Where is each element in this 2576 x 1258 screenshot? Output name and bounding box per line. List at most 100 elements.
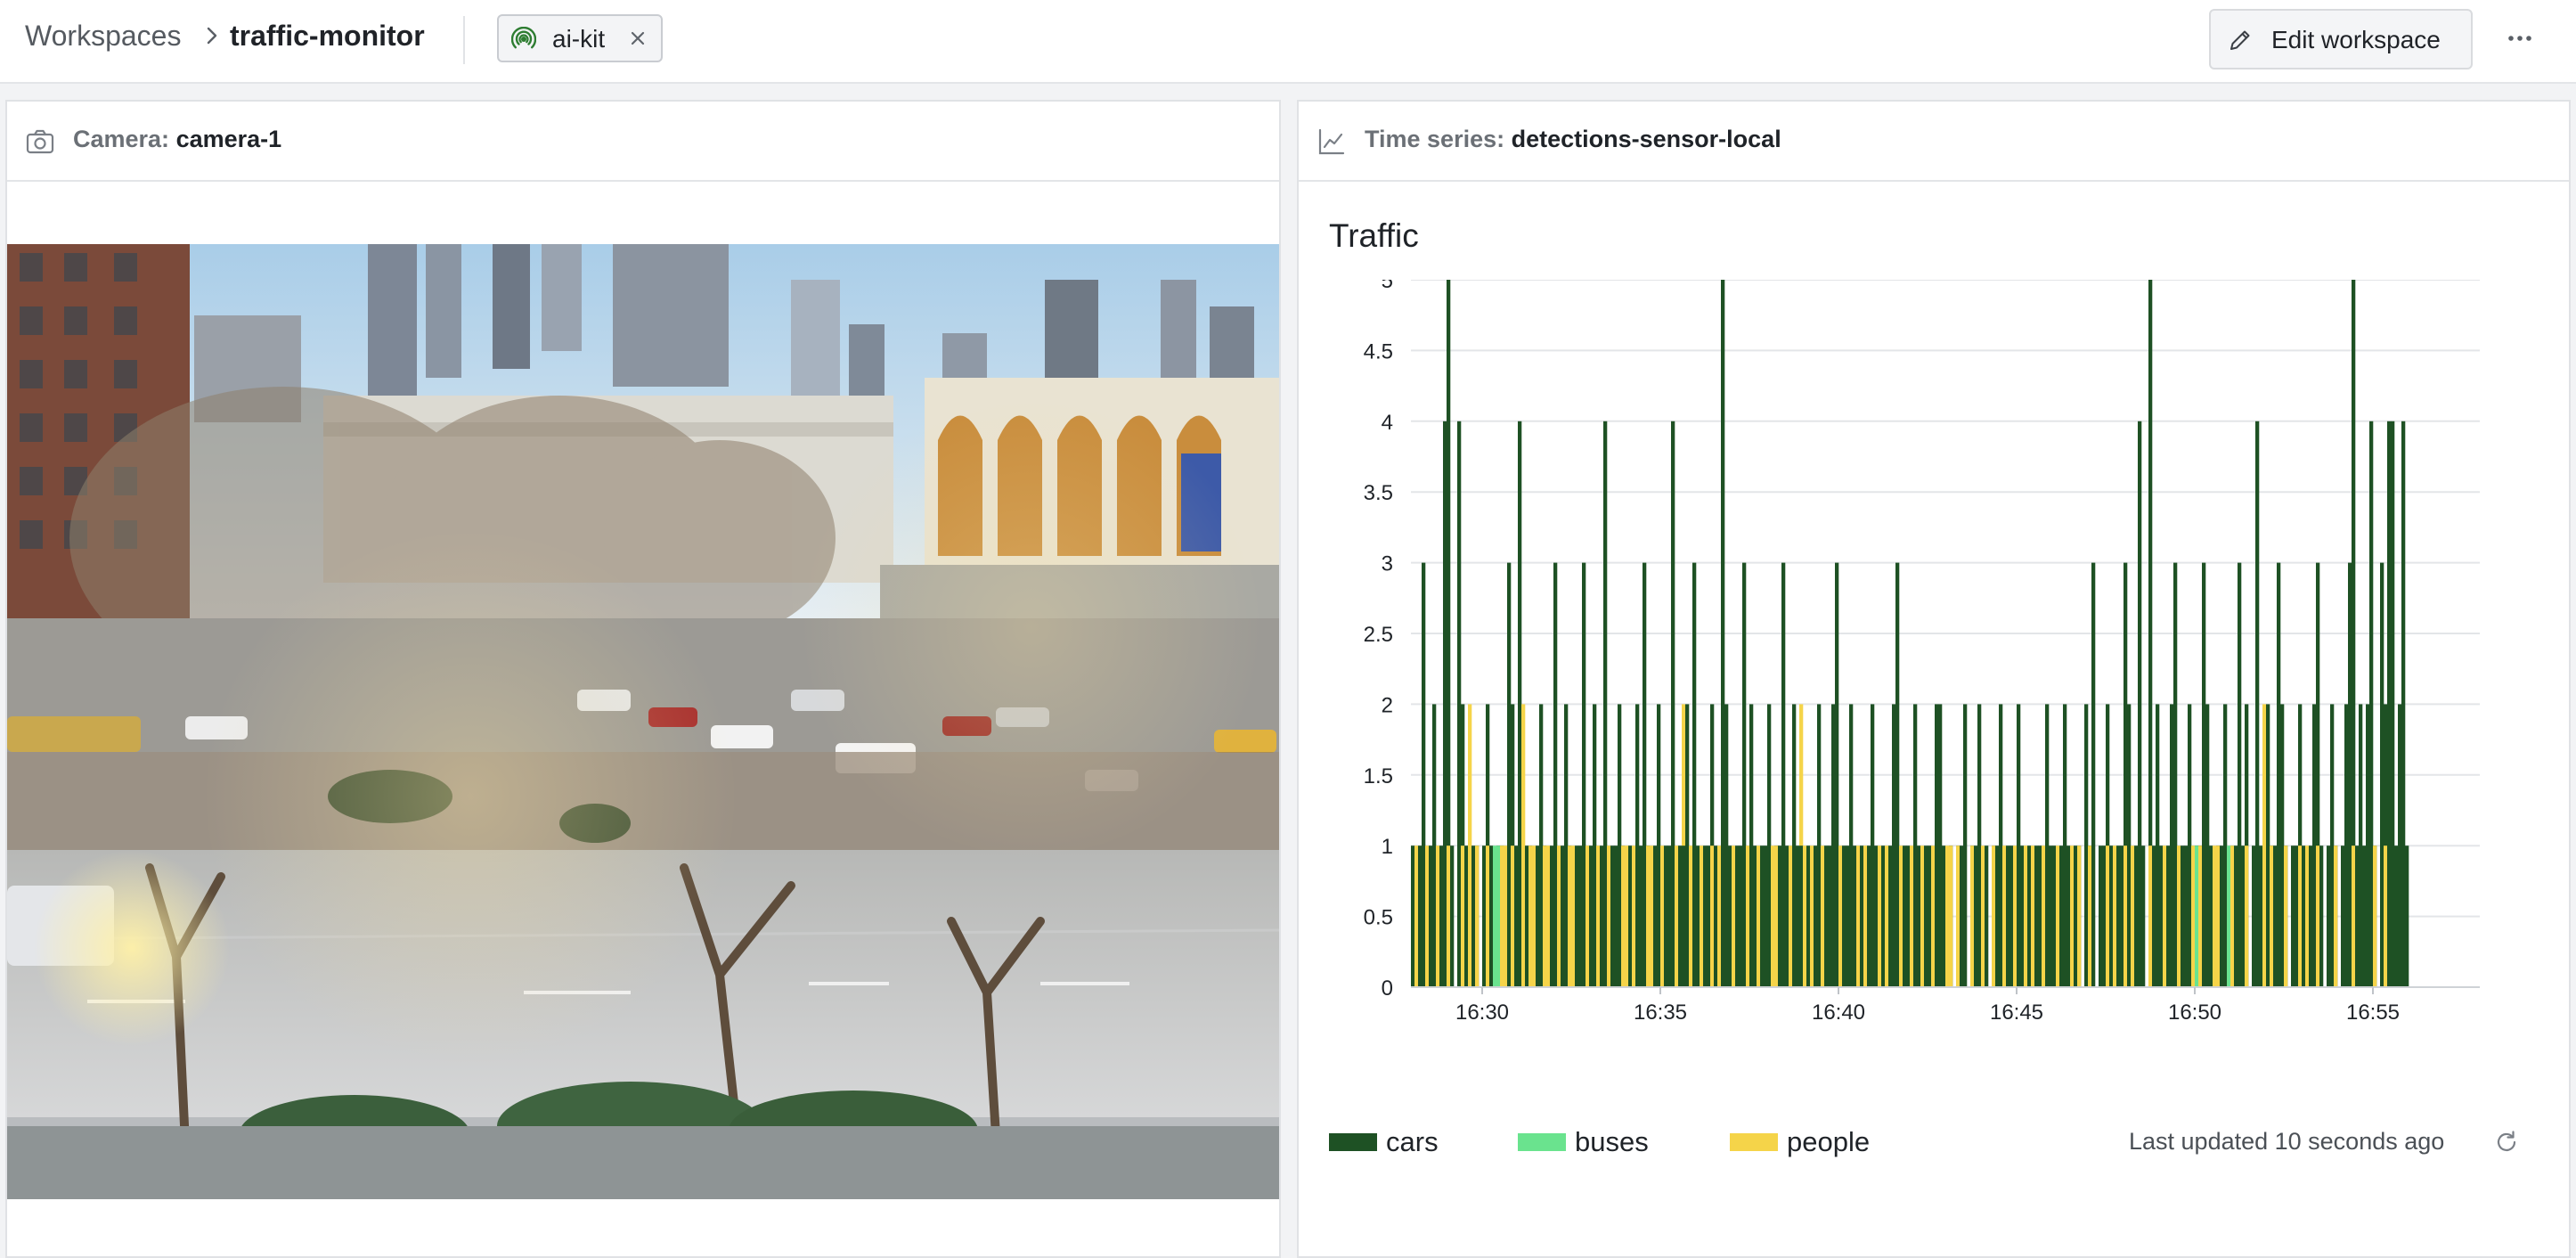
bar-cars (1928, 845, 1932, 987)
bar-people (1789, 845, 1793, 987)
bar-people (1650, 845, 1654, 987)
bar-cars (1974, 845, 1978, 987)
bar-cars (1685, 704, 1690, 987)
bar-cars (1824, 845, 1829, 987)
bar-cars (1610, 845, 1615, 987)
sensor-name: detections-sensor-local (1511, 126, 1781, 152)
bar-cars (2124, 562, 2128, 987)
edit-workspace-button[interactable]: Edit workspace (2209, 9, 2473, 69)
bar-cars (1657, 704, 1661, 987)
bar-people (1899, 845, 1903, 987)
bar-people (1710, 845, 1715, 987)
bar-people (2106, 845, 2110, 987)
bar-cars (1429, 845, 1433, 987)
bar-people (1475, 845, 1480, 987)
bar-cars (1831, 704, 1836, 987)
refresh-icon[interactable] (2492, 1128, 2521, 1156)
bar-cars (2266, 704, 2270, 987)
bar-people (2352, 845, 2356, 987)
camera-icon (26, 129, 54, 154)
bar-people (2113, 845, 2117, 987)
bar-cars (2234, 845, 2238, 987)
bar-people (1528, 845, 1533, 987)
bar-cars (1582, 562, 1586, 987)
machine-tag[interactable]: ai-kit (497, 14, 663, 62)
bar-cars (1853, 845, 1857, 987)
close-icon[interactable] (625, 26, 650, 51)
bar-cars (2259, 845, 2263, 987)
bar-people (1863, 845, 1868, 987)
bar-people (1625, 845, 1629, 987)
bar-buses (1493, 845, 1497, 987)
camera-panel-header: Camera: camera-1 (7, 102, 1279, 182)
bar-cars (1999, 704, 2003, 987)
bar-cars (1593, 704, 1597, 987)
y-tick-label: 2 (1382, 693, 1393, 717)
bar-people (1646, 845, 1651, 987)
camera-feed-image (7, 244, 1279, 1199)
bar-cars (1539, 704, 1544, 987)
bar-cars (2059, 845, 2064, 987)
bar-cars (2380, 562, 2384, 987)
bar-people (1532, 845, 1537, 987)
bar-cars (1767, 704, 1772, 987)
bar-people (1607, 845, 1611, 987)
bar-cars (1846, 845, 1850, 987)
y-tick-label: 4.5 (1364, 339, 1393, 364)
bar-people (2191, 845, 2196, 987)
bar-cars (1796, 845, 1800, 987)
legend-label-buses: buses (1575, 1126, 1649, 1157)
bar-cars (2277, 562, 2281, 987)
bar-people (1468, 704, 1472, 987)
bar-cars (2134, 845, 2139, 987)
bar-cars (2052, 845, 2057, 987)
bar-people (1461, 845, 1465, 987)
bar-cars (1482, 845, 1487, 987)
bar-people (1586, 845, 1590, 987)
bar-people (1878, 845, 1882, 987)
x-tick-label: 16:50 (2168, 1001, 2221, 1025)
bar-cars (1906, 845, 1911, 987)
bar-cars (1578, 845, 1583, 987)
bar-cars (2295, 845, 2299, 987)
breadcrumb-workspaces-link[interactable]: Workspaces (25, 20, 182, 52)
bar-people (2163, 845, 2167, 987)
bar-people (1931, 845, 1936, 987)
x-tick-label: 16:30 (1455, 1001, 1509, 1025)
bar-cars (1678, 845, 1683, 987)
panel-kind-label: Time series: (1365, 126, 1505, 152)
bar-buses (2195, 845, 2199, 987)
bar-cars (1742, 562, 1747, 987)
bar-people (1571, 845, 1576, 987)
bar-people (1660, 845, 1665, 987)
pencil-icon (2230, 30, 2250, 50)
legend-label-cars: cars (1386, 1126, 1439, 1157)
time-series-panel: Time series: detections-sensor-local Tra… (1297, 100, 2571, 1258)
bar-people (1945, 845, 1950, 987)
bar-cars (2391, 421, 2395, 987)
bar-people (1746, 845, 1750, 987)
y-tick-label: 0.5 (1364, 906, 1393, 930)
bar-cars (1781, 562, 1786, 987)
bar-cars (2184, 845, 2189, 987)
bar-cars (2120, 845, 2124, 987)
more-horizontal-icon[interactable] (2499, 18, 2540, 59)
bar-people (1885, 845, 1889, 987)
bar-cars (1960, 845, 1964, 987)
bar-cars (2127, 704, 2132, 987)
bar-cars (1514, 845, 1519, 987)
y-tick-label: 0 (1382, 976, 1393, 1001)
bar-people (1970, 845, 1975, 987)
bar-people (2298, 845, 2303, 987)
bar-cars (1728, 845, 1732, 987)
bar-people (1486, 845, 1490, 987)
bar-cars (1696, 845, 1700, 987)
bar-cars (2141, 845, 2146, 987)
bar-cars (2170, 704, 2174, 987)
bar-people (2131, 845, 2135, 987)
bar-cars (1450, 845, 1455, 987)
bar-cars (1874, 845, 1879, 987)
bar-cars (1995, 845, 2000, 987)
bar-cars (1799, 845, 1804, 987)
bar-cars (1938, 704, 1943, 987)
